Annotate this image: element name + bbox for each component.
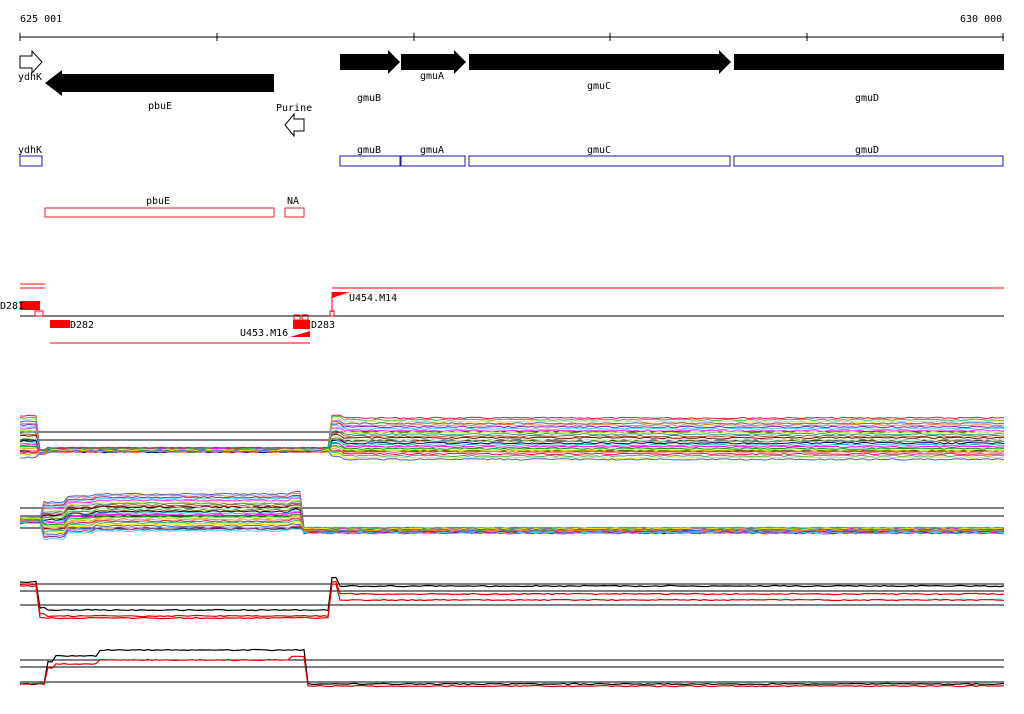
expression-summary-line [19, 655, 1005, 688]
feature-label-U454.M14: U454.M14 [349, 293, 397, 304]
expression-line [19, 517, 1005, 533]
gene-label-gmuD: gmuD [855, 93, 879, 104]
gene-arrow-gmuC[interactable] [469, 50, 731, 74]
ruler-start-label: 625 001 [20, 14, 62, 25]
feature-flag-U454[interactable] [332, 292, 350, 298]
expression-line [19, 521, 1005, 541]
box-label-gmuD: gmuD [855, 145, 879, 156]
box-label-NA: NA [287, 196, 299, 207]
expression-summary-line [19, 576, 1005, 612]
expression-line [19, 446, 1005, 456]
annotation-box-gmuB[interactable] [339, 155, 401, 167]
gene-label-pbuE: pbuE [148, 101, 172, 112]
expression-summary-line [19, 583, 1005, 620]
forward-annotation-track: ydhK gmuB gmuA gmuC gmuD [18, 145, 1004, 167]
expression-line [19, 448, 1005, 459]
gene-arrow-gmuD[interactable] [734, 54, 1004, 70]
gene-arrow-pbuE[interactable] [45, 70, 274, 96]
expression-track-3 [19, 576, 1005, 620]
feature-label-D283: D283 [311, 320, 335, 331]
expression-track-4 [19, 648, 1005, 688]
box-label-gmuC: gmuC [587, 145, 611, 156]
gene-label-ydhK: ydhK [18, 72, 42, 83]
feature-label-U453.M16: U453.M16 [240, 328, 288, 339]
annotation-box-gmuA[interactable] [400, 155, 466, 167]
gene-label-gmuC: gmuC [587, 81, 611, 92]
feature-block-D283[interactable] [293, 320, 310, 329]
expression-line [19, 519, 1005, 536]
feature-block-D281[interactable] [20, 301, 40, 310]
annotation-box-pbuE[interactable] [44, 207, 275, 218]
box-label-gmuA: gmuA [420, 145, 444, 156]
box-label-pbuE: pbuE [146, 196, 170, 207]
expression-summary-line [19, 648, 1005, 686]
box-label-ydhK: ydhK [18, 145, 42, 156]
annotation-box-gmuD[interactable] [733, 155, 1004, 167]
box-label-gmuB: gmuB [357, 145, 381, 156]
annotation-box-NA[interactable] [284, 207, 305, 218]
expression-summary-line [19, 580, 1005, 618]
feature-label-D282: D282 [70, 320, 94, 331]
feature-flag-U453[interactable] [290, 331, 310, 337]
feature-label-D281: D281 [0, 301, 24, 312]
annotation-box-ydhK[interactable] [19, 155, 43, 167]
forward-gene-track: ydhK gmuB gmuA gmuC gmuD [18, 49, 1004, 104]
expression-track-2 [19, 490, 1005, 541]
reverse-gene-track: pbuE Purine [45, 70, 312, 138]
ruler-end-label: 630 000 [960, 14, 1002, 25]
coordinate-ruler: 625 001 630 000 [19, 14, 1004, 41]
annotation-box-gmuC[interactable] [468, 155, 731, 167]
gene-label-purine: Purine [276, 103, 312, 114]
segment-feature-track: D281 D282 D283 U453.M16 U454.M14 [0, 283, 1004, 344]
gene-arrow-ydhK[interactable] [19, 49, 43, 75]
feature-block-D282[interactable] [50, 320, 70, 328]
reverse-annotation-track: pbuE NA [44, 196, 305, 218]
gene-arrow-purine[interactable] [284, 112, 305, 138]
expression-line [19, 446, 1005, 454]
gene-arrow-gmuB[interactable] [340, 50, 400, 74]
gene-label-gmuA: gmuA [420, 71, 444, 82]
expression-track-1 [19, 414, 1005, 461]
expression-line [20, 448, 1005, 456]
gene-arrow-gmuA[interactable] [401, 50, 466, 74]
expression-line [19, 449, 1005, 461]
gene-label-gmuB: gmuB [357, 93, 381, 104]
expression-line [19, 431, 1005, 451]
